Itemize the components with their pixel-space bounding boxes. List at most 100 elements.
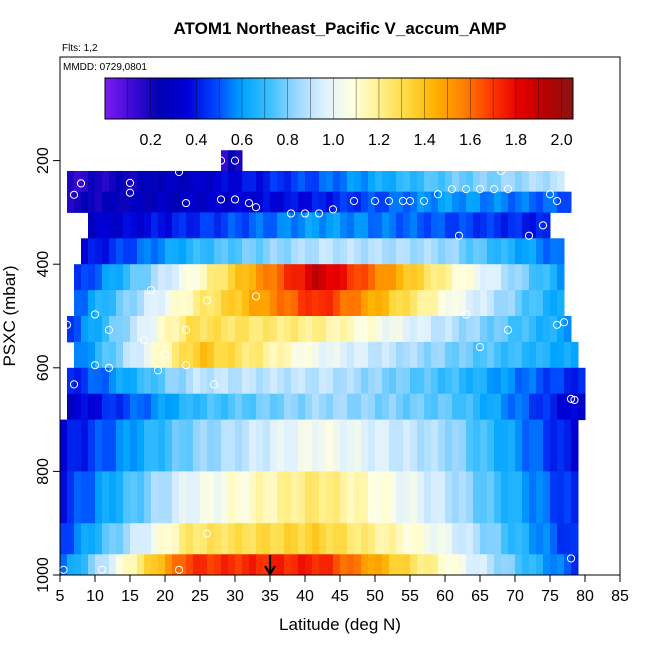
- heatmap-cell: [123, 367, 131, 395]
- observation-point: [202, 296, 212, 305]
- heatmap-cell: [319, 238, 327, 265]
- heatmap-cell: [424, 419, 432, 472]
- heatmap-cell: [130, 212, 138, 239]
- heatmap-cell: [67, 367, 75, 395]
- heatmap-cell: [417, 471, 425, 524]
- heatmap-cell: [466, 393, 474, 421]
- observation-point: [125, 188, 135, 197]
- heatmap-cell: [452, 316, 460, 343]
- heatmap-cell: [270, 367, 278, 395]
- heatmap-cell: [319, 471, 327, 524]
- heatmap-cell: [424, 367, 432, 395]
- heatmap-cell: [179, 419, 187, 472]
- heatmap-cell: [438, 393, 446, 421]
- heatmap-cell: [291, 290, 299, 317]
- heatmap-cell: [438, 212, 446, 239]
- heatmap-cell: [354, 212, 362, 239]
- heatmap-cell: [144, 523, 152, 555]
- heatmap-cell: [158, 191, 166, 213]
- heatmap-cell: [186, 419, 194, 472]
- heatmap-cell: [137, 264, 145, 291]
- heatmap-cell: [396, 212, 404, 239]
- heatmap-cell: [130, 191, 138, 213]
- heatmap-cell: [277, 212, 285, 239]
- heatmap-cell: [242, 212, 250, 239]
- observation-point: [384, 196, 394, 206]
- heatmap-cell: [193, 264, 201, 291]
- heatmap-cell: [102, 290, 110, 317]
- heatmap-cell: [522, 170, 530, 193]
- heatmap-cell: [263, 238, 271, 265]
- heatmap-cell: [151, 367, 159, 395]
- heatmap-cell: [277, 191, 285, 213]
- heatmap-cell: [123, 471, 131, 524]
- heatmap-cell: [487, 191, 495, 213]
- heatmap-cell: [284, 191, 292, 213]
- heatmap-cell: [165, 367, 173, 395]
- heatmap-cell: [200, 191, 208, 213]
- heatmap-cell: [424, 523, 432, 555]
- heatmap-cell: [256, 419, 264, 472]
- heatmap-cell: [354, 264, 362, 291]
- heatmap-cell: [382, 316, 390, 343]
- heatmap-cell: [137, 554, 145, 575]
- heatmap-cell: [214, 212, 222, 239]
- heatmap-cell: [333, 290, 341, 317]
- heatmap-cell: [207, 341, 215, 369]
- heatmap-cell: [445, 419, 453, 472]
- heatmap-cell: [144, 419, 152, 472]
- heatmap-cell: [67, 393, 75, 421]
- heatmap-cell: [284, 238, 292, 265]
- heatmap-cell: [242, 393, 250, 421]
- heatmap-cell: [263, 316, 271, 343]
- heatmap-cell: [354, 393, 362, 421]
- heatmap-cell: [375, 238, 383, 265]
- observation-points: [60, 156, 579, 574]
- heatmap-cell: [361, 212, 369, 239]
- heatmap-cell: [263, 170, 271, 193]
- observation-point: [566, 394, 576, 403]
- heatmap-cell: [361, 170, 369, 193]
- heatmap-cell: [95, 554, 103, 575]
- heatmap-cell: [494, 212, 502, 239]
- x-tick-label: 25: [191, 588, 209, 605]
- heatmap-cell: [130, 238, 138, 265]
- y-tick-label: 600: [35, 354, 52, 381]
- heatmap-cell: [144, 170, 152, 193]
- heatmap-cell: [354, 170, 362, 193]
- heatmap-cell: [375, 341, 383, 369]
- heatmap-cell: [347, 170, 355, 193]
- heatmap-cell: [529, 367, 537, 395]
- observation-point: [475, 342, 485, 352]
- heatmap-cell: [172, 238, 180, 265]
- heatmap-cell: [242, 238, 250, 265]
- heatmap-cell: [235, 393, 243, 421]
- heatmap-cell: [81, 367, 89, 395]
- heatmap-cell: [452, 393, 460, 421]
- heatmap-cell: [515, 238, 523, 265]
- heatmap-cell: [431, 523, 439, 555]
- observation-point: [174, 167, 184, 177]
- heatmap-cell: [256, 367, 264, 395]
- heatmap-cell: [200, 393, 208, 421]
- heatmap-cell: [60, 554, 68, 575]
- heatmap-cell: [291, 316, 299, 343]
- heatmap-cell: [466, 316, 474, 343]
- heatmap-cell: [137, 212, 145, 239]
- x-tick-label: 80: [576, 588, 594, 605]
- heatmap-cell: [74, 471, 82, 524]
- heatmap-cell: [249, 316, 257, 343]
- heatmap-cell: [494, 170, 502, 193]
- heatmap-cell: [543, 367, 551, 395]
- heatmap-cell: [480, 419, 488, 472]
- date-note: MMDD: 0729,0801: [63, 62, 147, 73]
- heatmap-cell: [557, 316, 565, 343]
- heatmap-cell: [249, 238, 257, 265]
- heatmap-cell: [466, 341, 474, 369]
- heatmap-cell: [424, 316, 432, 343]
- heatmap-cell: [270, 238, 278, 265]
- heatmap-cell: [186, 341, 194, 369]
- heatmap-cell: [375, 471, 383, 524]
- heatmap-cell: [249, 367, 257, 395]
- heatmap-cell: [431, 290, 439, 317]
